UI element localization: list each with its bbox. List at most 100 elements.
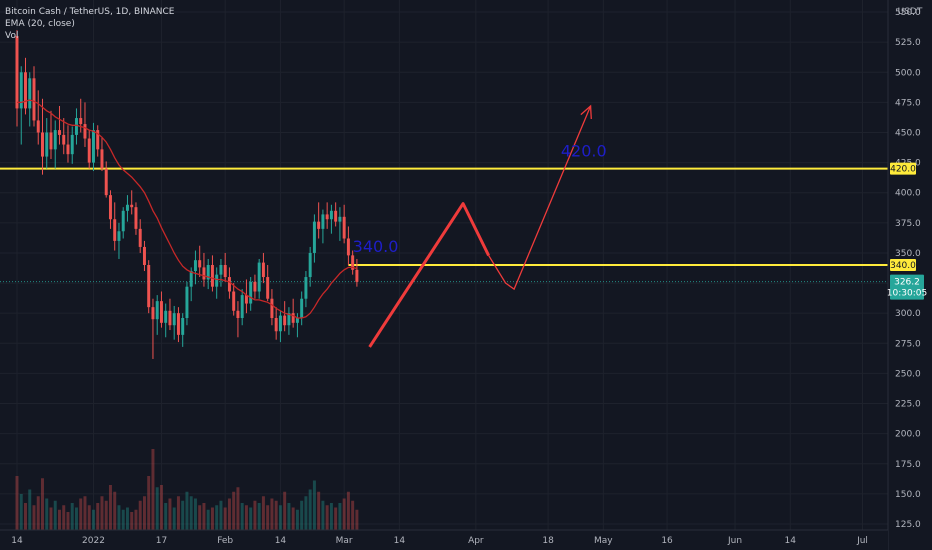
candle-body xyxy=(321,214,325,229)
x-tick-label: Mar xyxy=(336,536,353,546)
arrow-head xyxy=(580,104,592,120)
volume-bar xyxy=(45,498,49,530)
ema-indicator-label[interactable]: EMA (20, close) xyxy=(5,19,75,29)
candle-body xyxy=(28,78,32,109)
volume-bar xyxy=(53,500,57,530)
annotation-label[interactable]: 340.0 xyxy=(353,237,399,256)
candle-body xyxy=(62,134,66,145)
level-price-tag-label: 340.0 xyxy=(890,261,916,271)
volume-bar xyxy=(130,512,134,530)
volume-indicator-label[interactable]: Vol xyxy=(5,31,19,41)
volume-bar xyxy=(236,487,240,530)
candle-body xyxy=(57,130,61,135)
volume-bar xyxy=(79,498,83,530)
volume-bar xyxy=(215,505,219,530)
candle-body xyxy=(202,267,206,280)
volume-bar xyxy=(121,509,125,530)
candle-body xyxy=(249,281,253,304)
candle-body xyxy=(300,298,304,318)
x-tick-label: Feb xyxy=(217,536,233,546)
volume-bar xyxy=(287,503,291,530)
y-tick-label: 450.0 xyxy=(895,129,921,139)
candle-body xyxy=(232,291,236,311)
volume-bar xyxy=(159,485,163,530)
symbol-title[interactable]: Bitcoin Cash / TetherUS, 1D, BINANCE xyxy=(5,7,175,17)
volume-bar xyxy=(304,496,308,530)
candle-body xyxy=(227,277,231,292)
y-tick-label: 275.0 xyxy=(895,339,921,349)
candle-body xyxy=(240,295,244,318)
volume-bar xyxy=(266,505,270,530)
volume-bar xyxy=(189,496,193,530)
candle-body xyxy=(113,219,117,241)
volume-bar xyxy=(49,507,53,530)
volume-bar xyxy=(244,505,248,530)
candle-body xyxy=(74,118,78,135)
candle-body xyxy=(66,144,70,155)
candle-body xyxy=(278,315,282,332)
y-tick-label: 475.0 xyxy=(895,98,921,108)
candle-body xyxy=(138,228,142,247)
candle-body xyxy=(257,262,261,292)
volume-bar xyxy=(274,500,278,530)
countdown-label: 10:30:05 xyxy=(887,289,927,299)
x-tick-label: 14 xyxy=(275,536,287,546)
candle-body xyxy=(147,265,151,308)
candle-body xyxy=(219,265,223,275)
volume-bar xyxy=(283,491,287,530)
candle-body xyxy=(295,318,299,323)
volume-bar xyxy=(312,480,316,530)
x-tick-label: 2022 xyxy=(82,536,105,546)
volume-bar xyxy=(181,500,185,530)
time-axis[interactable] xyxy=(0,530,888,550)
candle-body xyxy=(334,210,338,222)
candle-body xyxy=(96,130,100,150)
y-tick-label: 125.0 xyxy=(895,520,921,530)
volume-bar xyxy=(291,507,295,530)
volume-bar xyxy=(210,507,214,530)
volume-bar xyxy=(308,489,312,530)
volume-bar xyxy=(338,503,342,530)
annotation-label[interactable]: 420.0 xyxy=(561,142,607,161)
candle-body xyxy=(312,221,316,253)
candle-body xyxy=(317,221,321,229)
candle-body xyxy=(338,216,342,222)
volume-bar xyxy=(300,500,304,530)
volume-bar xyxy=(138,500,142,530)
volume-bar xyxy=(108,485,112,530)
candle-body xyxy=(283,315,287,326)
candle-body xyxy=(291,313,295,323)
y-tick-label: 525.0 xyxy=(895,38,921,48)
projection-bold-path[interactable] xyxy=(368,202,490,348)
candle-body xyxy=(342,216,346,239)
volume-bar xyxy=(185,491,189,530)
candle-body xyxy=(185,286,189,318)
candle-body xyxy=(159,301,163,323)
candle-body xyxy=(215,274,219,287)
volume-bar xyxy=(91,509,95,530)
candle-body xyxy=(206,265,210,280)
candle-body xyxy=(49,132,53,150)
x-tick-label: Jun xyxy=(727,536,742,546)
level-price-tag xyxy=(890,259,916,271)
volume-bar xyxy=(24,503,27,530)
volume-bar xyxy=(176,496,180,530)
y-tick-label: 400.0 xyxy=(895,189,921,199)
projection-arrow-path[interactable] xyxy=(488,105,592,291)
candle-body xyxy=(45,132,49,157)
candle-body xyxy=(346,238,350,256)
volume-bar xyxy=(151,449,155,530)
candle-body xyxy=(266,277,270,299)
candle-body xyxy=(198,260,202,268)
volume-bar xyxy=(168,498,172,530)
candle-body xyxy=(100,149,104,169)
candle-body xyxy=(325,214,329,220)
volume-bar xyxy=(257,503,261,530)
candle-body xyxy=(36,120,40,133)
candle-body xyxy=(181,318,185,335)
volume-bar xyxy=(317,491,321,530)
volume-bar xyxy=(261,496,265,530)
volume-bar xyxy=(295,509,299,530)
